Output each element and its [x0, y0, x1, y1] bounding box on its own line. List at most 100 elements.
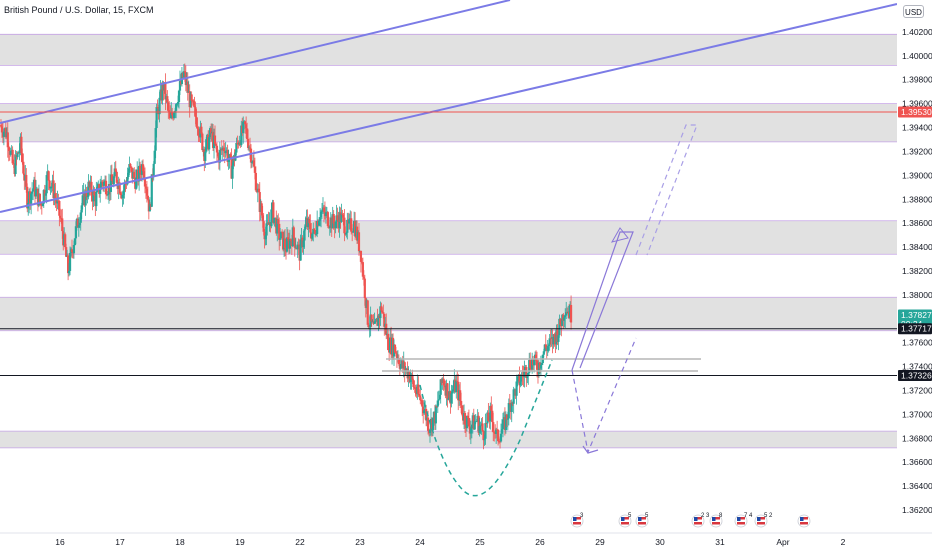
- time-axis-label: 22: [295, 537, 305, 547]
- candle: [346, 212, 349, 240]
- economic-event-icon[interactable]: 2 3: [691, 513, 710, 528]
- candle-body: [226, 149, 229, 162]
- candle-body: [303, 229, 306, 241]
- candle-body: [16, 152, 19, 158]
- candle-body: [483, 438, 486, 441]
- candle-body: [466, 415, 470, 419]
- projection-arrow-up[interactable]: [571, 231, 634, 371]
- candle-body: [76, 218, 79, 228]
- candle-body: [138, 165, 142, 173]
- economic-event-icon[interactable]: 5: [635, 513, 649, 528]
- candle-body: [197, 128, 200, 136]
- candle: [254, 166, 257, 192]
- candle-body: [126, 176, 129, 185]
- price-axis-label: 1.39200: [902, 146, 932, 156]
- candle: [564, 308, 567, 329]
- economic-event-icon[interactable]: 7 4: [734, 513, 753, 528]
- candle: [81, 185, 84, 210]
- price-tag[interactable]: 1.39530: [898, 106, 932, 118]
- candle-body: [11, 149, 14, 164]
- price-tag[interactable]: 1.37717: [898, 323, 932, 335]
- candle: [201, 132, 204, 153]
- candle-body: [318, 217, 322, 221]
- candle: [343, 209, 346, 242]
- candle-body: [68, 252, 72, 271]
- candle-body: [477, 415, 480, 433]
- economic-event-icon[interactable]: 5 2: [754, 513, 773, 528]
- candle-body: [451, 391, 454, 394]
- candle: [442, 373, 445, 391]
- price-tag[interactable]: 1.37326: [898, 369, 932, 381]
- candle-body: [170, 112, 173, 119]
- supply-demand-zones: [0, 33, 897, 449]
- event-badge: 5: [645, 513, 649, 519]
- candle: [231, 162, 234, 189]
- candle-body: [161, 84, 164, 101]
- candle-body: [283, 238, 287, 249]
- projection-arrow-dashed[interactable]: [635, 124, 698, 256]
- flag-stripe-red-2: [694, 522, 702, 525]
- candle-body: [25, 174, 28, 187]
- candle-body: [431, 417, 435, 431]
- currency-button[interactable]: USD: [903, 5, 924, 18]
- event-icons[interactable]: 3 5 5 2 3 8 7 4 5 2: [570, 513, 811, 528]
- candle-body: [168, 110, 171, 112]
- candle: [428, 428, 432, 443]
- candle-body: [158, 97, 161, 115]
- economic-event-icon[interactable]: 5: [618, 513, 632, 528]
- channel-line-upper[interactable]: [0, 0, 511, 124]
- price-axis[interactable]: 1.40200 1.40000 1.39800 1.39600 1.39400 1.392…: [897, 0, 932, 550]
- candle-body: [128, 164, 131, 173]
- drawings[interactable]: [0, 0, 898, 497]
- candle: [65, 243, 68, 258]
- flag-stripe-red: [757, 517, 765, 520]
- time-axis[interactable]: 16 17 18 19 22 23 24 25 26 29 30 31 Apr 2: [0, 532, 932, 550]
- candle-body: [95, 191, 98, 207]
- candle-body: [87, 181, 90, 197]
- candle-body: [553, 334, 556, 337]
- candle: [31, 188, 35, 201]
- candle-body: [442, 378, 445, 386]
- candle: [174, 103, 178, 119]
- candle-body: [114, 168, 117, 172]
- candle-body: [112, 176, 115, 185]
- channel-line-lower[interactable]: [0, 3, 898, 213]
- candle: [439, 379, 442, 404]
- candle-body: [507, 402, 510, 419]
- candle-body: [508, 402, 511, 404]
- candle-body: [279, 238, 282, 240]
- candle: [9, 147, 12, 157]
- candle: [92, 185, 95, 208]
- candle-body: [505, 414, 508, 420]
- candle-body: [459, 390, 462, 401]
- projection-arrowhead[interactable]: [610, 227, 629, 243]
- candle-body: [130, 166, 133, 168]
- candle-body: [49, 186, 52, 189]
- projection-arrowhead-dip[interactable]: [582, 445, 599, 454]
- candle-body: [145, 188, 149, 196]
- candle-body: [79, 212, 82, 223]
- candle-body: [2, 131, 5, 137]
- candle-body: [361, 262, 364, 277]
- candle-body: [164, 82, 167, 100]
- candle-body: [261, 215, 264, 222]
- price-axis-label: 1.39800: [902, 75, 932, 85]
- price-axis-label: 1.38400: [902, 242, 932, 252]
- economic-event-icon[interactable]: 8: [709, 513, 723, 528]
- candle: [451, 385, 454, 404]
- candle-body: [558, 318, 561, 336]
- candle: [33, 172, 37, 204]
- candle-body: [535, 360, 539, 370]
- zone-2: [0, 220, 897, 255]
- candle: [505, 413, 508, 428]
- candle: [508, 393, 511, 405]
- economic-event-icon[interactable]: 3: [570, 513, 584, 528]
- candle-body: [272, 202, 275, 223]
- candle-body: [497, 429, 500, 442]
- price-tag-value: 1.37717: [901, 324, 932, 334]
- candle-body: [6, 132, 9, 148]
- candle-body: [456, 380, 459, 382]
- economic-event-icon[interactable]: [797, 514, 811, 528]
- candle-body: [60, 217, 63, 219]
